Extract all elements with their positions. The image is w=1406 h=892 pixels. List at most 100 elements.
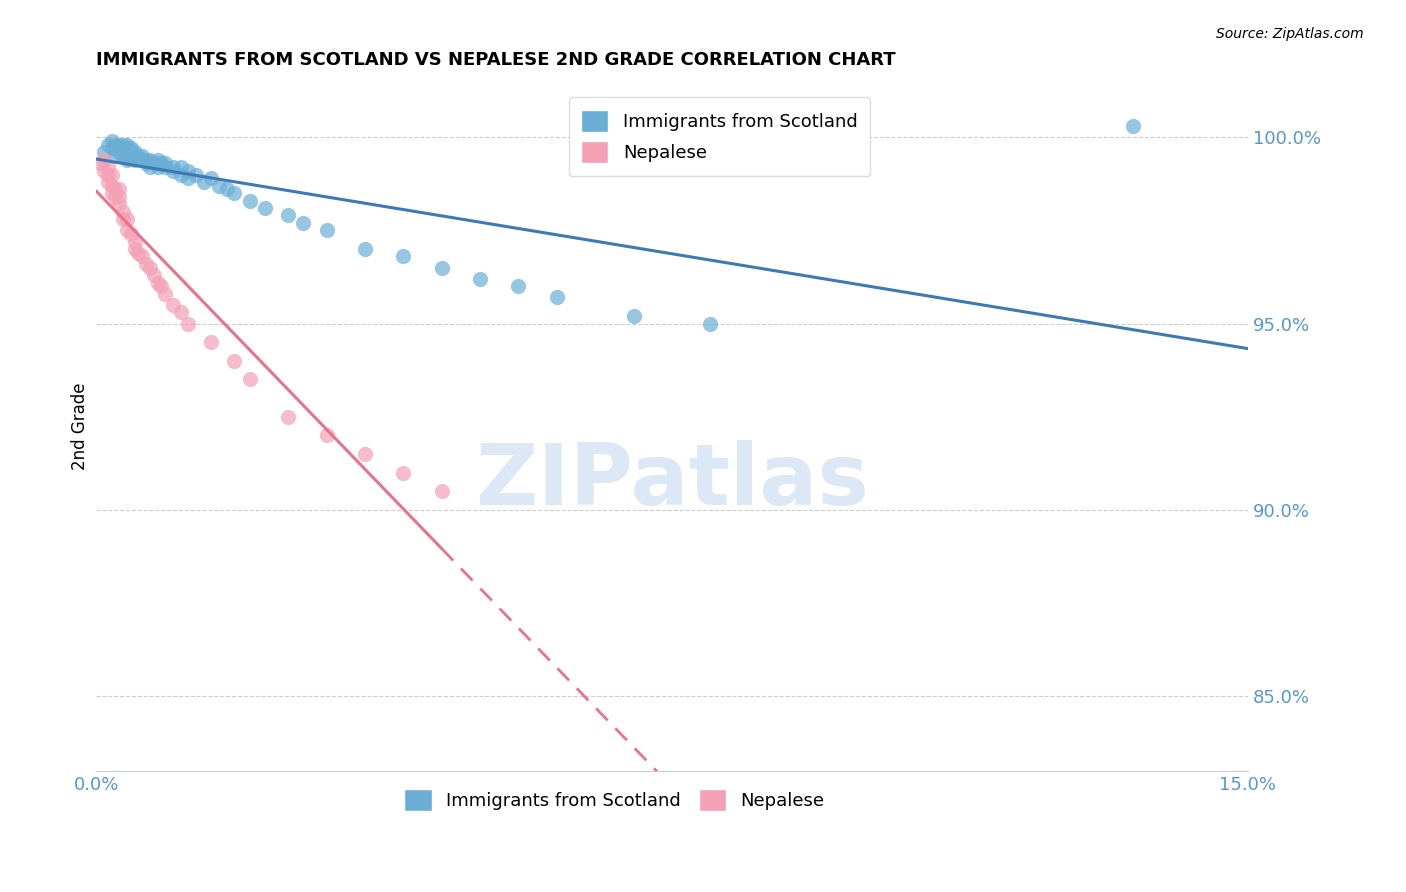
Point [392, 466, 415, 480]
Point [184, 168, 207, 182]
Point [177, 317, 200, 331]
Point [115, 149, 138, 163]
Point [108, 190, 131, 204]
Point [120, 227, 142, 241]
Text: IMMIGRANTS FROM SCOTLAND VS NEPALESE 2ND GRADE CORRELATION CHART: IMMIGRANTS FROM SCOTLAND VS NEPALESE 2ND… [96, 51, 896, 69]
Point [162, 298, 184, 312]
Point [112, 204, 135, 219]
Point [155, 160, 177, 174]
Point [162, 163, 184, 178]
Point [142, 156, 165, 170]
Point [104, 182, 127, 196]
Point [200, 171, 222, 186]
Point [89, 156, 111, 170]
Point [112, 145, 135, 160]
Point [169, 168, 191, 182]
Point [277, 409, 299, 424]
Point [120, 141, 142, 155]
Text: R = 0.109   N = 40: R = 0.109 N = 40 [655, 146, 825, 165]
Point [115, 223, 138, 237]
Point [108, 141, 131, 155]
Point [699, 317, 721, 331]
Point [97, 137, 120, 152]
Point [254, 201, 277, 215]
Point [1122, 119, 1144, 133]
Point [131, 250, 153, 264]
Point [97, 168, 120, 182]
Point [104, 141, 127, 155]
Point [124, 242, 146, 256]
Point [215, 182, 238, 196]
Point [155, 286, 177, 301]
Point [127, 149, 149, 163]
Point [193, 175, 215, 189]
Point [104, 149, 127, 163]
Point [292, 216, 315, 230]
Point [139, 153, 162, 167]
Point [239, 372, 262, 386]
Y-axis label: 2nd Grade: 2nd Grade [72, 383, 89, 470]
Point [162, 160, 184, 174]
Point [124, 145, 146, 160]
Point [224, 186, 246, 201]
Point [135, 257, 157, 271]
Point [115, 153, 138, 167]
Point [315, 428, 337, 442]
Point [546, 290, 568, 304]
Point [108, 182, 131, 196]
Point [100, 186, 122, 201]
Point [177, 171, 200, 186]
Point [124, 149, 146, 163]
Point [115, 141, 138, 155]
Point [127, 245, 149, 260]
Point [112, 137, 135, 152]
Point [131, 153, 153, 167]
Point [108, 197, 131, 211]
Point [146, 276, 169, 290]
Point [112, 212, 135, 227]
Point [93, 163, 115, 178]
Point [108, 145, 131, 160]
Point [112, 141, 135, 155]
Text: Source: ZipAtlas.com: Source: ZipAtlas.com [1216, 27, 1364, 41]
Point [115, 212, 138, 227]
Point [97, 175, 120, 189]
Point [146, 153, 169, 167]
Point [169, 160, 191, 174]
Point [468, 272, 491, 286]
Point [142, 268, 165, 282]
Point [155, 156, 177, 170]
Point [100, 141, 122, 155]
Point [120, 149, 142, 163]
Point [115, 145, 138, 160]
Point [239, 194, 262, 208]
Point [623, 309, 645, 323]
Point [100, 134, 122, 148]
Point [100, 178, 122, 193]
Point [169, 305, 191, 319]
Point [277, 209, 299, 223]
Point [115, 137, 138, 152]
Point [120, 145, 142, 160]
Point [354, 242, 377, 256]
Point [97, 160, 120, 174]
Point [146, 160, 169, 174]
Point [124, 153, 146, 167]
Point [208, 178, 231, 193]
Point [112, 149, 135, 163]
Text: R = 0.288   N = 64: R = 0.288 N = 64 [655, 105, 825, 123]
Point [124, 235, 146, 249]
Point [508, 279, 530, 293]
Legend: Immigrants from Scotland, Nepalese: Immigrants from Scotland, Nepalese [392, 776, 837, 823]
Text: ZIPatlas: ZIPatlas [475, 440, 869, 523]
Point [150, 279, 173, 293]
Point [100, 168, 122, 182]
Point [177, 163, 200, 178]
Point [430, 484, 453, 499]
Point [150, 156, 173, 170]
Point [354, 447, 377, 461]
Point [131, 149, 153, 163]
Point [139, 160, 162, 174]
Point [200, 335, 222, 350]
Point [108, 137, 131, 152]
